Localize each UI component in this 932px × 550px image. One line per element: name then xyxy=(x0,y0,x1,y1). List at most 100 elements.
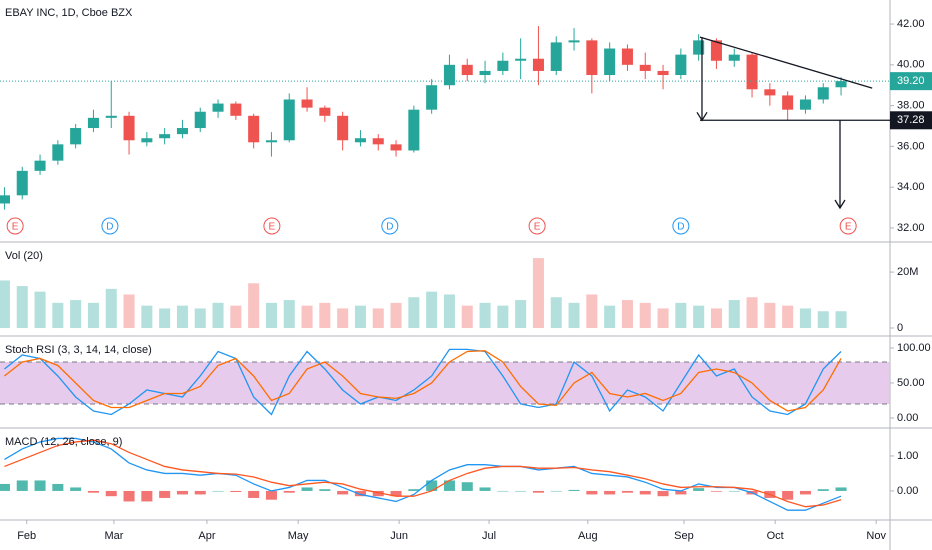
candle-body xyxy=(782,95,794,110)
macd-histogram-bar xyxy=(693,488,705,491)
event-marker xyxy=(6,217,24,235)
event-label: D xyxy=(386,222,393,233)
panel-title: MACD (12, 26, close, 9) xyxy=(5,436,122,448)
macd-histogram-bar xyxy=(532,490,544,493)
volume-bar xyxy=(426,291,438,329)
candle-body xyxy=(354,138,366,143)
macd-histogram-bar xyxy=(230,490,242,492)
level-box xyxy=(890,111,932,130)
macd-histogram-bar xyxy=(497,490,509,492)
macd-histogram-bar xyxy=(621,490,633,493)
macd-histogram-bar xyxy=(70,487,82,491)
candle-body xyxy=(693,40,705,55)
macd-histogram-bar xyxy=(799,490,811,495)
volume-bar xyxy=(568,302,580,329)
volume-bar xyxy=(390,302,402,329)
macd-histogram-bar xyxy=(675,490,687,495)
volume-bar xyxy=(283,300,295,329)
volume-bar xyxy=(87,302,99,329)
volume-bar xyxy=(657,308,669,329)
y-tick-label: 42.00 xyxy=(897,18,925,30)
panel-title: Stoch RSI (3, 3, 14, 14, close) xyxy=(5,344,152,356)
candle-body xyxy=(426,85,438,110)
macd-histogram-bar xyxy=(568,489,580,491)
volume-bar xyxy=(675,302,687,329)
y-tick-label: 1.00 xyxy=(897,450,918,462)
x-tick-label: Oct xyxy=(767,530,784,542)
macd-histogram-bar xyxy=(408,489,420,491)
last-price-box xyxy=(890,72,932,91)
y-tick-label: 34.00 xyxy=(897,181,925,193)
candle-body xyxy=(0,195,10,204)
volume-bar xyxy=(746,297,758,329)
volume-bar xyxy=(461,305,473,329)
arrow-head xyxy=(834,199,846,210)
volume-bar xyxy=(248,283,260,329)
candle-body xyxy=(176,128,188,135)
y-tick-label: 38.00 xyxy=(897,100,925,112)
candle-body xyxy=(105,115,117,118)
macd-histogram-bar xyxy=(141,490,153,502)
volume-bar xyxy=(52,302,64,329)
candle-body xyxy=(515,58,527,61)
macd-histogram-bar xyxy=(34,480,46,491)
event-label: E xyxy=(12,222,19,233)
macd-histogram-bar xyxy=(461,482,473,491)
macd-histogram-bar xyxy=(212,490,224,492)
candle-body xyxy=(159,134,171,139)
volume-bar xyxy=(604,305,616,329)
candle-body xyxy=(16,170,28,196)
candle-body xyxy=(675,54,687,76)
candle-body xyxy=(710,40,722,61)
volume-bar xyxy=(728,300,740,329)
macd-histogram-bar xyxy=(515,490,527,492)
candle-body xyxy=(408,109,420,151)
macd-histogram-bar xyxy=(657,490,669,497)
volume-bar xyxy=(639,302,651,329)
macd-histogram-bar xyxy=(0,483,10,491)
y-tick-label: 36.00 xyxy=(897,140,925,152)
y-tick-label: 0 xyxy=(897,322,903,334)
macd-histogram-bar xyxy=(390,490,402,497)
volume-bar xyxy=(230,305,242,329)
trend-line xyxy=(699,36,873,89)
candle-body xyxy=(52,144,64,161)
volume-bar xyxy=(34,291,46,329)
candle-body xyxy=(746,54,758,90)
event-label: E xyxy=(269,222,276,233)
macd-histogram-bar xyxy=(817,489,829,491)
macd-histogram-bar xyxy=(265,490,277,500)
x-tick-label: Jun xyxy=(390,530,408,542)
macd-histogram-bar xyxy=(283,490,295,493)
arrow-head xyxy=(696,111,708,122)
macd-histogram-bar xyxy=(176,490,188,495)
candle-body xyxy=(604,48,616,76)
volume-bar xyxy=(337,308,349,329)
volume-bar xyxy=(515,300,527,329)
volume-bar xyxy=(123,294,135,329)
x-tick-label: Apr xyxy=(198,530,215,542)
macd-histogram-bar xyxy=(87,490,99,493)
candle-body xyxy=(443,64,455,86)
candle-body xyxy=(70,128,82,145)
candle-body xyxy=(835,81,847,88)
candle-body xyxy=(764,89,776,96)
candle-body xyxy=(639,64,651,71)
candle-body xyxy=(586,40,598,76)
y-tick-label: 0.00 xyxy=(897,485,918,497)
x-tick-label: Feb xyxy=(17,530,36,542)
candle-body xyxy=(141,138,153,143)
volume-bar xyxy=(194,308,206,329)
event-label: E xyxy=(534,222,541,233)
candle-body xyxy=(479,70,491,76)
volume-bar xyxy=(159,308,171,329)
volume-bar xyxy=(782,305,794,329)
volume-bar xyxy=(408,297,420,329)
candle-body xyxy=(532,58,544,71)
macd-histogram-bar xyxy=(443,480,455,491)
volume-bar xyxy=(764,302,776,329)
macd-histogram-bar xyxy=(123,490,135,502)
event-marker xyxy=(839,217,857,235)
x-tick-label: Nov xyxy=(866,530,886,542)
